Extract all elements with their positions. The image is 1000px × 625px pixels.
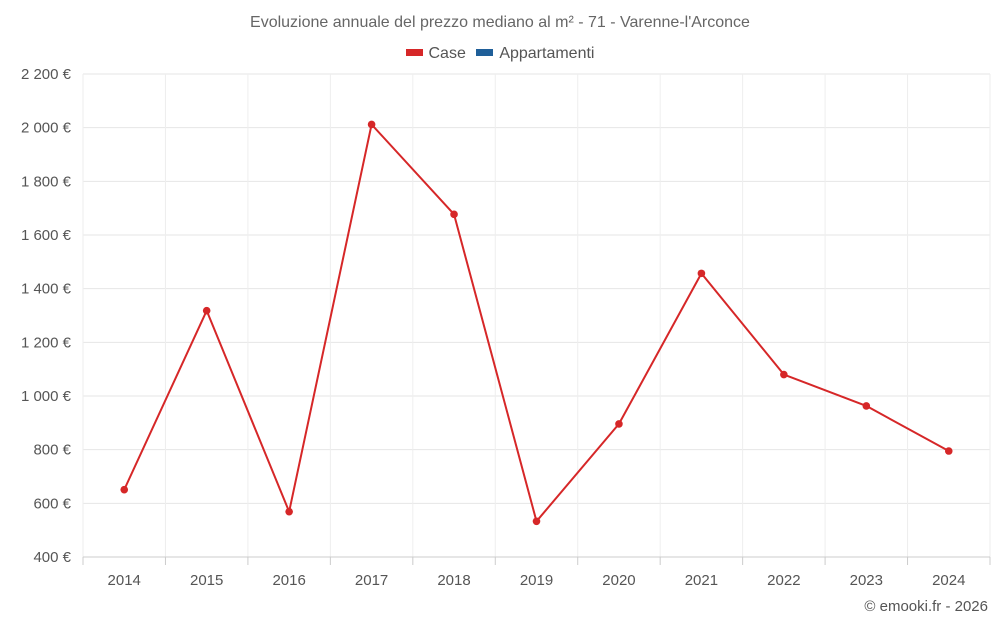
data-point xyxy=(367,120,376,129)
data-point xyxy=(944,447,953,455)
y-tick-label: 400 € xyxy=(33,549,71,566)
y-tick-label: 800 € xyxy=(33,442,71,459)
y-tick-label: 2 200 € xyxy=(21,66,72,83)
legend-item-appartamenti[interactable]: Appartamenti xyxy=(476,45,594,63)
x-tick-label: 2018 xyxy=(437,572,470,589)
y-tick-label: 1 600 € xyxy=(21,227,72,244)
x-tick-label: 2021 xyxy=(685,572,718,589)
data-point xyxy=(862,402,871,410)
x-tick-label: 2022 xyxy=(767,572,800,589)
y-tick-label: 1 800 € xyxy=(21,173,72,190)
credit-text: © emooki.fr - 2026 xyxy=(864,598,988,615)
y-tick-label: 600 € xyxy=(33,495,71,512)
x-tick-label: 2024 xyxy=(932,572,965,589)
y-tick-label: 1 400 € xyxy=(21,281,72,298)
legend-label-case: Case xyxy=(428,45,466,62)
data-point xyxy=(697,269,706,278)
legend-item-case[interactable]: Case xyxy=(405,45,466,63)
data-point xyxy=(615,420,623,428)
data-point xyxy=(120,485,129,494)
y-tick-label: 1 000 € xyxy=(21,388,72,405)
legend-swatch-appartamenti xyxy=(476,49,494,57)
x-tick-label: 2019 xyxy=(520,572,553,589)
x-tick-label: 2014 xyxy=(108,572,141,589)
chart-title: Evoluzione annuale del prezzo mediano al… xyxy=(250,14,750,31)
data-point xyxy=(780,370,788,379)
data-point xyxy=(532,517,541,526)
chart-legend: Case Appartamenti xyxy=(0,45,1000,63)
y-tick-label: 2 000 € xyxy=(21,120,72,137)
x-tick-label: 2017 xyxy=(355,572,388,589)
data-point xyxy=(202,306,211,315)
x-tick-label: 2015 xyxy=(190,572,223,589)
x-tick-label: 2023 xyxy=(850,572,883,589)
x-tick-label: 2020 xyxy=(602,572,635,589)
y-tick-label: 1 200 € xyxy=(21,334,72,351)
data-point xyxy=(285,507,293,516)
legend-label-appartamenti: Appartamenti xyxy=(499,45,595,62)
data-point xyxy=(450,210,458,219)
x-tick-label: 2016 xyxy=(272,572,305,589)
legend-swatch-case xyxy=(405,49,423,57)
